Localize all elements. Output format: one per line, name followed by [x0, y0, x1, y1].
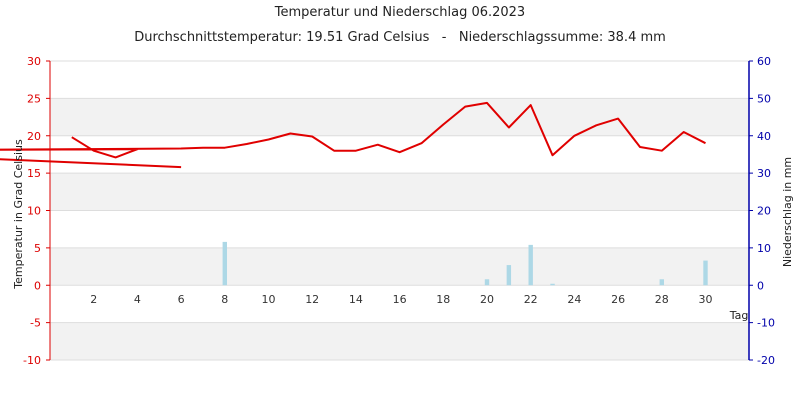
x-tick-label: 20	[480, 293, 494, 306]
y-right-tick-label: 50	[757, 92, 771, 105]
band	[50, 98, 749, 136]
x-tick-label: 8	[221, 293, 228, 306]
y-right-tick-label: 20	[757, 205, 771, 218]
x-tick-label: 16	[393, 293, 407, 306]
x-tick-label: 4	[134, 293, 141, 306]
precip-bar	[222, 241, 227, 286]
y-left-tick-label: 20	[27, 130, 41, 143]
chart-subtitle: Durchschnittstemperatur: 19.51 Grad Cels…	[134, 30, 666, 45]
precip-bar	[550, 283, 555, 286]
x-tick-label: 6	[178, 293, 185, 306]
x-tick-label: 14	[349, 293, 363, 306]
y-left-tick-label: 5	[34, 242, 41, 255]
temperature-line	[0, 101, 706, 159]
y-left-tick-label: -5	[30, 317, 41, 330]
grid-lines	[50, 60, 749, 361]
band	[50, 173, 749, 211]
x-tick-label: 12	[305, 293, 319, 306]
x-tick-label: 18	[436, 293, 450, 306]
precip-bar	[659, 279, 664, 286]
precip-bar	[528, 244, 533, 286]
x-tick-label: 22	[524, 293, 538, 306]
y-right-tick-label: -10	[757, 317, 775, 330]
x-axis-label: Tag	[729, 309, 749, 322]
y-left-tick-label: 25	[27, 92, 41, 105]
band	[50, 247, 749, 286]
precipitation-bars	[222, 241, 708, 286]
y-axis-left-label: Temperatur in Grad Celsius	[12, 139, 25, 290]
x-tick-label: 30	[699, 293, 713, 306]
x-tick-label: 28	[655, 293, 669, 306]
y-left-tick-label: 0	[34, 279, 41, 292]
temperature-line	[0, 158, 182, 169]
precip-bar	[506, 265, 512, 286]
x-tick-label: 2	[90, 293, 97, 306]
y-left-tick-label: 15	[27, 167, 41, 180]
y-left-tick-label: 30	[27, 55, 41, 68]
temperature-lines	[0, 101, 706, 169]
y-right-tick-label: -20	[757, 354, 775, 367]
y-right-tick-label: 30	[757, 167, 771, 180]
y-right-tick-label: 0	[757, 279, 764, 292]
y-left-tick-label: -10	[23, 354, 41, 367]
precip-bar	[703, 260, 708, 286]
precip-bar	[484, 279, 490, 286]
y-axis-right-label: Niederschlag in mm	[781, 157, 794, 267]
x-tick-label: 24	[567, 293, 581, 306]
x-tick-label: 10	[262, 293, 276, 306]
background-bands	[50, 98, 749, 360]
y-right-tick-label: 10	[757, 242, 771, 255]
chart-title: Temperatur und Niederschlag 06.2023	[274, 5, 525, 20]
y-right-tick-label: 40	[757, 130, 771, 143]
x-tick-label: 26	[611, 293, 625, 306]
y-left-tick-label: 10	[27, 205, 41, 218]
y-right-tick-label: 60	[757, 55, 771, 68]
band	[50, 322, 749, 360]
